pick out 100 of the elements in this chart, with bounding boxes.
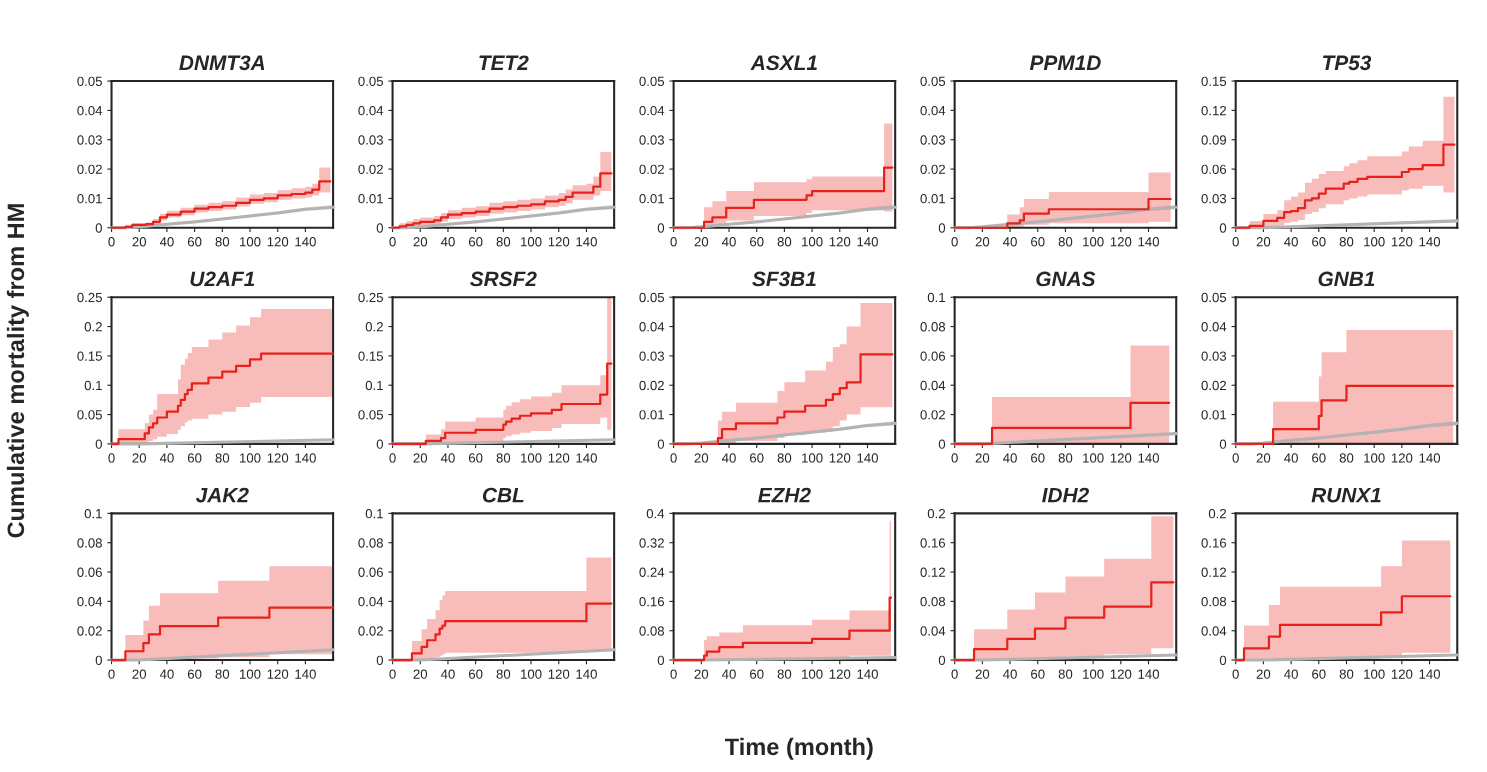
y-tick-label: 0.02	[639, 164, 664, 174]
y-tick-label: 0	[657, 655, 665, 665]
x-tick-label: 140	[1138, 453, 1160, 463]
x-tick-label: 40	[1284, 669, 1298, 679]
x-tick-label: 0	[108, 237, 115, 247]
x-tick-label: 120	[829, 237, 851, 247]
x-tick-label: 0	[670, 453, 677, 463]
y-tick-label: 0.04	[358, 105, 384, 116]
x-tick-label: 40	[440, 453, 455, 463]
x-tick-label: 0	[108, 453, 115, 463]
x-tick-label: 100	[240, 237, 261, 247]
y-tick-label: 0.03	[639, 135, 665, 145]
y-tick-label: 0	[938, 439, 946, 449]
x-tick-label: 140	[295, 453, 316, 463]
x-tick-label: 120	[1391, 669, 1413, 679]
x-tick-label: 60	[187, 669, 202, 679]
y-tick-label: 0.1	[365, 380, 383, 391]
x-tick-label: 60	[1312, 669, 1326, 679]
y-tick-label: 0.01	[639, 193, 664, 204]
y-axis-title: Cumulative mortality from HM	[6, 204, 29, 538]
x-tick-label: 120	[267, 669, 289, 679]
x-tick-label: 140	[1138, 237, 1160, 247]
y-tick-label: 0.2	[84, 322, 102, 332]
y-tick-label: 0.08	[920, 322, 946, 332]
y-tick-label: 0.15	[358, 351, 383, 361]
x-tick-label: 20	[413, 669, 428, 679]
chart-title: SF3B1	[752, 271, 816, 287]
x-tick-label: 0	[951, 237, 958, 247]
x-tick-label: 60	[1312, 453, 1326, 463]
y-tick-label: 0	[938, 655, 946, 665]
x-tick-label: 40	[440, 669, 455, 679]
y-tick-label: 0.05	[639, 292, 665, 303]
y-tick-label: 0.02	[358, 164, 383, 174]
x-tick-label: 60	[187, 453, 202, 463]
y-tick-label: 0.04	[77, 596, 103, 607]
x-tick-label: 80	[1339, 453, 1354, 463]
y-tick-label: 0.04	[920, 105, 946, 116]
x-tick-label: 100	[802, 237, 823, 247]
y-tick-label: 0.03	[77, 135, 102, 145]
x-tick-label: 120	[1391, 237, 1413, 247]
y-tick-label: 0	[95, 655, 102, 665]
x-tick-label: 80	[777, 237, 792, 247]
y-tick-label: 0.04	[1201, 322, 1227, 332]
y-tick-label: 0	[1219, 655, 1227, 665]
x-tick-label: 20	[975, 453, 990, 463]
chart-title: ASXL1	[750, 55, 817, 71]
y-tick-label: 0.02	[358, 626, 383, 636]
x-tick-label: 40	[1003, 453, 1017, 463]
y-tick-label: 0.03	[639, 351, 665, 361]
x-tick-label: 100	[802, 669, 823, 679]
x-tick-label: 60	[750, 453, 764, 463]
x-tick-label: 100	[521, 237, 542, 247]
chart-title: TET2	[479, 55, 529, 70]
x-tick-label: 80	[215, 237, 230, 247]
y-tick-label: 0.02	[639, 380, 664, 391]
y-tick-label: 0	[938, 223, 946, 233]
y-tick-label: 0.08	[1201, 596, 1227, 607]
y-tick-label: 0.02	[1201, 380, 1227, 391]
y-tick-label: 0.01	[358, 193, 383, 204]
y-tick-label: 0.02	[920, 410, 945, 420]
x-tick-label: 120	[548, 453, 570, 463]
x-tick-label: 0	[1232, 669, 1239, 679]
x-tick-label: 0	[670, 669, 677, 679]
x-tick-label: 60	[750, 669, 764, 679]
chart-title: EZH2	[758, 487, 811, 503]
y-tick-label: 0.1	[927, 292, 945, 303]
y-tick-label: 0.2	[927, 508, 945, 519]
x-tick-label: 100	[1364, 453, 1385, 463]
x-tick-label: 100	[240, 453, 261, 463]
x-tick-label: 120	[1110, 669, 1132, 679]
y-tick-label: 0.02	[77, 164, 102, 174]
x-tick-label: 80	[1058, 453, 1073, 463]
y-tick-label: 0.01	[77, 193, 102, 204]
x-tick-label: 100	[1364, 237, 1385, 247]
chart-title: PPM1D	[1029, 55, 1101, 70]
y-tick-label: 0.06	[358, 567, 383, 577]
chart-title: U2AF1	[190, 271, 255, 287]
y-tick-label: 0.03	[1201, 193, 1227, 204]
x-tick-label: 120	[267, 237, 289, 247]
x-tick-label: 140	[576, 669, 597, 679]
x-tick-label: 80	[1058, 237, 1073, 247]
y-tick-label: 0.04	[639, 322, 665, 332]
y-tick-label: 0.12	[920, 567, 945, 577]
x-tick-label: 60	[468, 669, 483, 679]
x-tick-label: 60	[1031, 237, 1045, 247]
x-tick-label: 80	[215, 669, 230, 679]
y-tick-label: 0	[376, 439, 384, 449]
x-tick-label: 60	[187, 237, 202, 247]
y-tick-label: 0	[1219, 439, 1227, 449]
x-tick-label: 0	[1232, 237, 1239, 247]
x-tick-label: 0	[670, 237, 677, 247]
x-tick-label: 100	[1083, 669, 1104, 679]
y-tick-label: 0.08	[920, 596, 946, 607]
x-tick-label: 120	[267, 453, 289, 463]
chart-title: CBL	[482, 487, 524, 503]
x-tick-label: 120	[548, 237, 570, 247]
y-tick-label: 0.04	[358, 596, 384, 607]
y-tick-label: 0.16	[1201, 538, 1227, 548]
y-tick-label: 0.04	[639, 105, 665, 116]
y-tick-label: 0.24	[639, 567, 665, 577]
